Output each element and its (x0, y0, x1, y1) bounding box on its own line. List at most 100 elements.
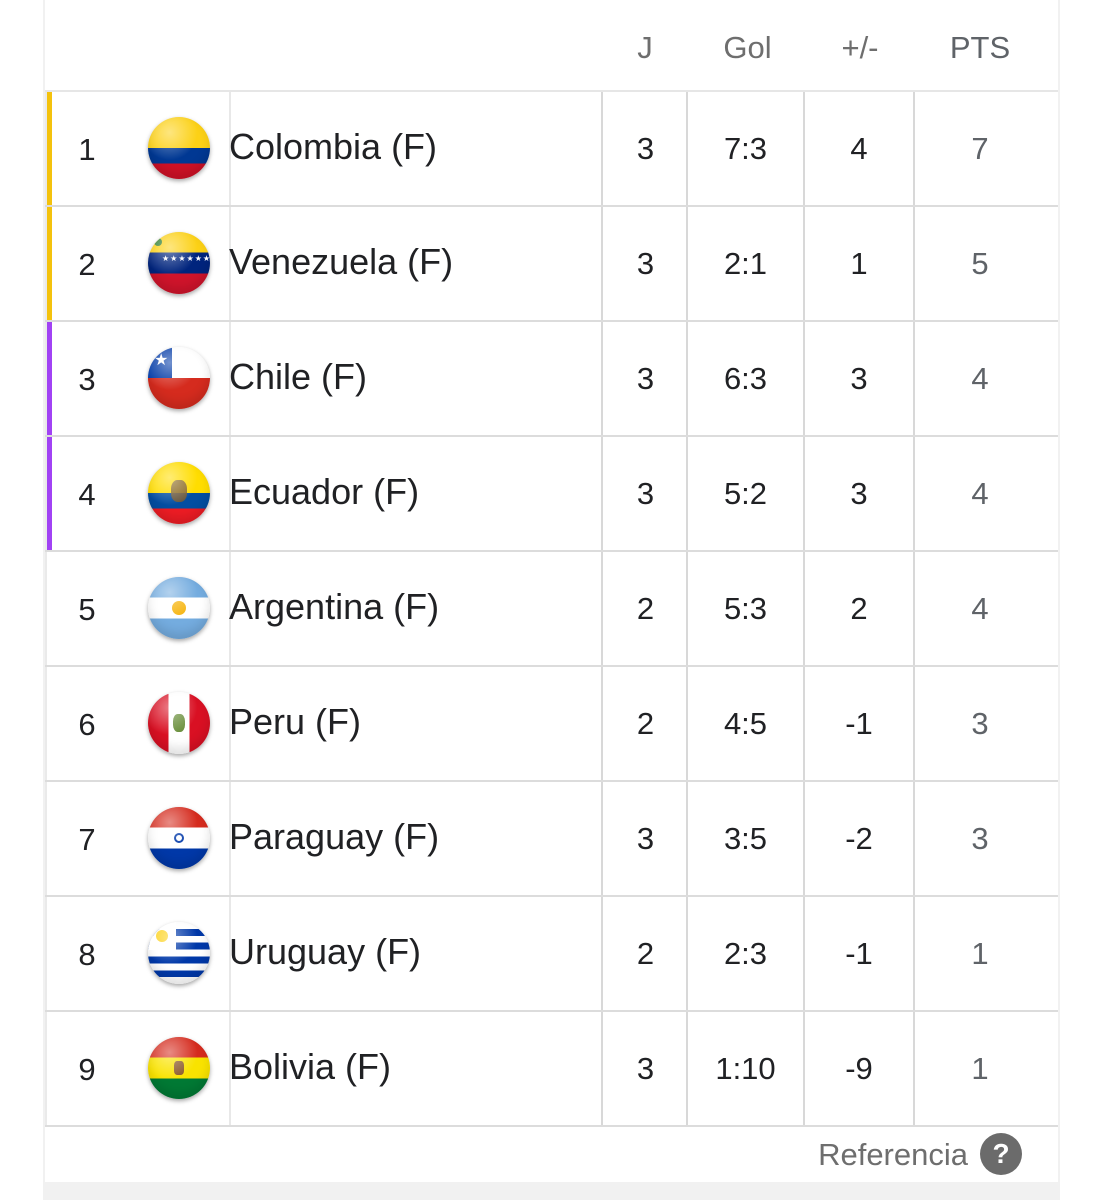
played: 3 (601, 437, 688, 550)
team-name[interactable]: Peru (F) (229, 701, 362, 742)
reference-link[interactable]: Referencia (818, 1137, 968, 1172)
goal-difference: 2 (803, 552, 913, 665)
team-name[interactable]: Argentina (F) (229, 586, 440, 627)
played: 3 (601, 1012, 688, 1125)
standings-card: J Gol +/- PTS 1 Colombia (F) 3 7:3 4 7 2… (45, 0, 1058, 1200)
points: 3 (913, 782, 1045, 895)
points: 4 (913, 322, 1045, 435)
colombia-flag-icon (148, 117, 210, 179)
card-edge-left (43, 0, 45, 1200)
qualification-marker (47, 437, 52, 550)
goal-difference: 1 (803, 207, 913, 320)
team-badge-cell (45, 92, 231, 205)
row-fade (1035, 897, 1058, 1010)
row-fade (1035, 437, 1058, 550)
table-header: J Gol +/- PTS (45, 0, 1058, 92)
row-fade (1035, 552, 1058, 665)
paraguay-flag-icon (148, 807, 210, 869)
header-goal-difference[interactable]: +/- (841, 30, 879, 65)
team-badge-cell (45, 207, 231, 320)
team-name[interactable]: Bolivia (F) (229, 1046, 392, 1087)
qualification-marker (47, 1012, 52, 1125)
goals: 5:3 (686, 552, 803, 665)
goals: 1:10 (686, 1012, 803, 1125)
goals: 6:3 (686, 322, 803, 435)
card-edge-right (1058, 0, 1060, 1200)
goals: 2:3 (686, 897, 803, 1010)
points: 7 (913, 92, 1045, 205)
team-name[interactable]: Colombia (F) (229, 126, 438, 167)
row-fade (1035, 667, 1058, 780)
qualification-marker (47, 667, 52, 780)
team-name[interactable]: Paraguay (F) (229, 816, 440, 857)
row-fade (1035, 1012, 1058, 1125)
points: 4 (913, 552, 1045, 665)
goal-difference: 3 (803, 322, 913, 435)
played: 2 (601, 667, 688, 780)
team-badge-cell (45, 437, 231, 550)
goal-difference: -1 (803, 897, 913, 1010)
peru-flag-icon (148, 692, 210, 754)
table-row[interactable]: 6 Peru (F) 2 4:5 -1 3 (45, 667, 1058, 782)
goal-difference: -2 (803, 782, 913, 895)
row-fade (1035, 207, 1058, 320)
rank: 7 (78, 822, 96, 857)
goal-difference: 3 (803, 437, 913, 550)
goals: 3:5 (686, 782, 803, 895)
rank: 1 (78, 132, 96, 167)
played: 3 (601, 92, 688, 205)
bolivia-flag-icon (148, 1037, 210, 1099)
chile-flag-icon: ★ (148, 347, 210, 409)
qualification-marker (47, 92, 52, 205)
page-gutter (0, 0, 44, 1200)
played: 3 (601, 207, 688, 320)
table-row[interactable]: 1 Colombia (F) 3 7:3 4 7 (45, 92, 1058, 207)
row-fade (1035, 92, 1058, 205)
rank: 9 (78, 1052, 96, 1087)
team-badge-cell (45, 322, 231, 435)
rank: 5 (78, 592, 96, 627)
table-row[interactable]: 3 ★ Chile (F) 3 6:3 3 4 (45, 322, 1058, 437)
table-row[interactable]: 7 Paraguay (F) 3 3:5 -2 3 (45, 782, 1058, 897)
uruguay-flag-icon (148, 922, 210, 984)
rank: 8 (78, 937, 96, 972)
help-icon[interactable]: ? (980, 1133, 1022, 1175)
header-goals[interactable]: Gol (723, 30, 772, 65)
played: 3 (601, 782, 688, 895)
bottom-divider (45, 1182, 1058, 1200)
goal-difference: 4 (803, 92, 913, 205)
table-row[interactable]: 4 Ecuador (F) 3 5:2 3 4 (45, 437, 1058, 552)
table-row[interactable]: 2 ★★★★★★★★ Venezuela (F) 3 2:1 1 5 (45, 207, 1058, 322)
team-name[interactable]: Venezuela (F) (229, 241, 454, 282)
qualification-marker (47, 782, 52, 895)
table-row[interactable]: 5 Argentina (F) 2 5:3 2 4 (45, 552, 1058, 667)
team-name[interactable]: Ecuador (F) (229, 471, 420, 512)
rank: 3 (78, 362, 96, 397)
goal-difference: -1 (803, 667, 913, 780)
qualification-marker (47, 322, 52, 435)
points: 1 (913, 897, 1045, 1010)
row-fade (1035, 322, 1058, 435)
qualification-marker (47, 897, 52, 1010)
rank: 4 (78, 477, 96, 512)
points: 3 (913, 667, 1045, 780)
played: 3 (601, 322, 688, 435)
argentina-flag-icon (148, 577, 210, 639)
points: 5 (913, 207, 1045, 320)
header-points[interactable]: PTS (949, 30, 1011, 65)
team-name[interactable]: Uruguay (F) (229, 931, 422, 972)
goals: 7:3 (686, 92, 803, 205)
row-fade (1035, 782, 1058, 895)
points: 4 (913, 437, 1045, 550)
team-badge-cell (45, 552, 231, 665)
goals: 5:2 (686, 437, 803, 550)
played: 2 (601, 552, 688, 665)
team-name[interactable]: Chile (F) (229, 356, 368, 397)
table-row[interactable]: 8 Uruguay (F) 2 2:3 -1 1 (45, 897, 1058, 1012)
standings-table: 1 Colombia (F) 3 7:3 4 7 2 ★★★★★★★★ Vene… (45, 92, 1058, 1127)
table-row[interactable]: 9 Bolivia (F) 3 1:10 -9 1 (45, 1012, 1058, 1127)
header-played[interactable]: J (637, 30, 653, 65)
team-badge-cell (45, 897, 231, 1010)
venezuela-flag-icon: ★★★★★★★★ (148, 232, 210, 294)
team-badge-cell (45, 782, 231, 895)
